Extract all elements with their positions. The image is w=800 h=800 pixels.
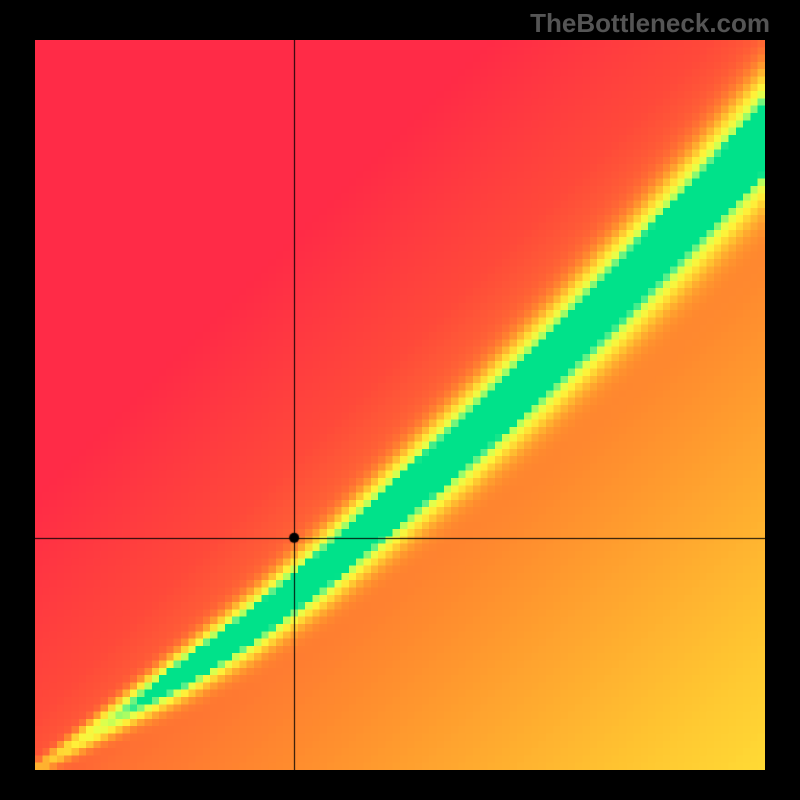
watermark-text: TheBottleneck.com <box>530 8 770 39</box>
bottleneck-heatmap <box>35 40 765 770</box>
chart-container: TheBottleneck.com <box>0 0 800 800</box>
